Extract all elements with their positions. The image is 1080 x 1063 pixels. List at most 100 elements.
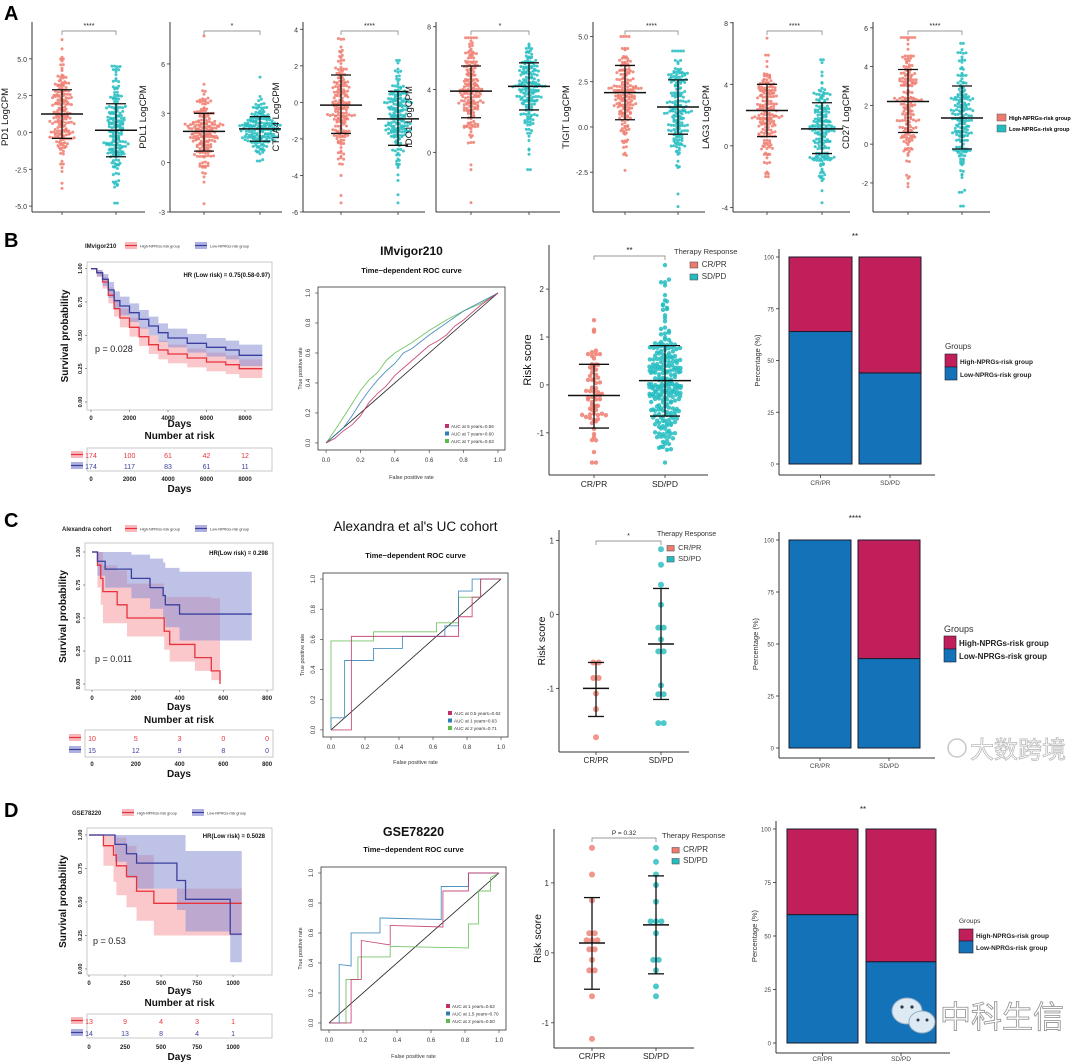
data-point	[594, 937, 601, 944]
y-tick-label: -6	[292, 210, 298, 217]
data-point	[262, 144, 266, 148]
data-point	[257, 99, 261, 103]
data-point	[530, 66, 534, 70]
data-point	[267, 122, 271, 126]
data-point	[615, 77, 619, 81]
data-point	[597, 397, 603, 402]
data-point	[762, 91, 766, 95]
data-point	[901, 55, 905, 59]
data-point	[387, 97, 391, 101]
significance-label: *	[231, 23, 234, 30]
data-point	[956, 118, 960, 122]
x-tick-label: 2000	[123, 416, 137, 422]
y-tick-label: 0	[161, 161, 165, 168]
data-point	[121, 109, 125, 113]
data-point	[195, 110, 199, 114]
data-point	[387, 131, 391, 135]
data-point	[964, 130, 968, 134]
bar-segment	[858, 372, 922, 465]
data-point	[655, 691, 662, 698]
data-point	[956, 95, 960, 99]
data-point	[106, 151, 110, 155]
data-point	[395, 77, 399, 81]
bar-segment	[788, 331, 853, 465]
data-point	[64, 121, 68, 125]
data-point	[827, 129, 831, 133]
data-point	[964, 92, 968, 96]
cohort-label: IMvigor210	[85, 244, 117, 250]
data-point	[261, 130, 265, 134]
data-point	[619, 94, 623, 98]
data-point	[964, 119, 968, 123]
data-point	[672, 374, 678, 380]
data-point	[678, 365, 683, 371]
corner-watermark-logo	[947, 738, 967, 758]
data-point	[586, 946, 593, 953]
data-point	[768, 141, 772, 145]
y-tick-label: 2.5	[578, 80, 588, 87]
data-point	[899, 83, 903, 87]
y-tick-label: 1.00	[78, 263, 84, 274]
roc-curve	[325, 292, 499, 444]
data-point	[392, 135, 396, 139]
data-point	[670, 436, 676, 441]
data-point	[198, 114, 202, 118]
data-point	[905, 65, 909, 69]
data-point	[201, 89, 205, 93]
legend-label: High-NPRGs-risk group	[959, 639, 1049, 648]
bar-segment	[786, 828, 859, 916]
data-point	[114, 171, 118, 175]
data-point	[389, 134, 393, 138]
data-point	[60, 181, 64, 185]
data-point	[474, 60, 478, 64]
y-tick-label: 6	[864, 26, 868, 33]
data-point	[342, 37, 346, 41]
data-point	[246, 139, 250, 143]
data-point	[253, 131, 257, 135]
legend-swatch	[671, 858, 680, 865]
data-point	[67, 96, 71, 100]
legend-label: Low-NPRGs-risk group	[210, 245, 249, 249]
risk-table-cell: 0	[265, 748, 269, 755]
data-point	[909, 79, 913, 83]
data-point	[61, 63, 65, 67]
data-point	[119, 132, 123, 136]
data-point	[963, 97, 967, 101]
data-point	[404, 92, 408, 96]
data-point	[198, 110, 202, 114]
data-point	[903, 133, 907, 137]
y-tick-label: 1	[545, 879, 550, 888]
data-point	[762, 160, 766, 164]
cohort-label: GSE78220	[72, 811, 102, 817]
data-point	[773, 86, 777, 90]
data-point	[535, 73, 539, 77]
data-point	[262, 117, 266, 121]
data-point	[213, 119, 217, 123]
data-point	[668, 340, 674, 346]
data-point	[913, 135, 917, 139]
data-point	[610, 86, 613, 90]
data-point	[631, 70, 635, 74]
legend-swatch	[958, 928, 974, 942]
x-tick-label: SD/PD	[649, 756, 674, 765]
data-point	[206, 125, 210, 129]
data-point	[117, 97, 121, 101]
risk-table-cell: 3	[195, 1019, 199, 1026]
risk-table-x-tick-label: 500	[156, 1045, 167, 1051]
data-point	[758, 94, 762, 98]
legend-label-high: High-NPRGs-risk group	[1009, 116, 1071, 122]
data-point	[666, 337, 672, 343]
data-point	[675, 135, 679, 139]
data-point	[662, 325, 668, 330]
data-point	[768, 113, 772, 117]
data-point	[901, 76, 905, 80]
y-tick-label: 0.00	[78, 397, 84, 408]
data-point	[392, 111, 396, 115]
data-point	[684, 110, 688, 114]
data-point	[680, 71, 684, 75]
data-point	[662, 280, 668, 285]
data-point	[683, 89, 687, 93]
data-point	[118, 148, 122, 152]
data-point	[911, 118, 915, 122]
data-point	[668, 100, 672, 104]
